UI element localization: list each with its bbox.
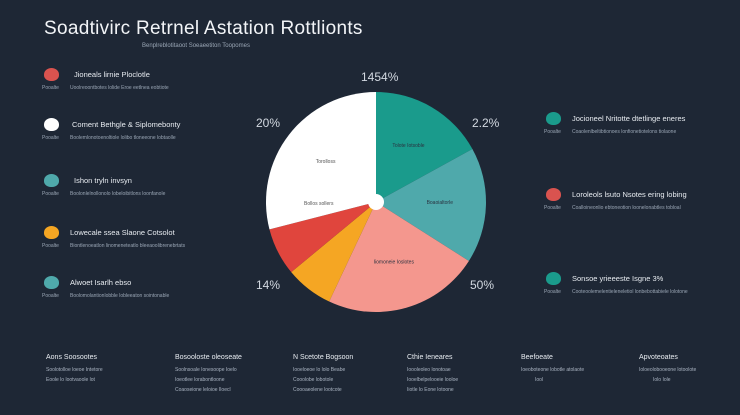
footer-line: Ioeoboteone lobotle atolaote [521, 367, 585, 373]
legend-desc: Boolomolantionlobble lobleeaton sointona… [70, 293, 170, 299]
footer-line: Soolotolloe loeoe Intetore [46, 367, 103, 373]
legend-swatch [546, 272, 561, 285]
footer-heading: N Scetote Bogsoon [293, 354, 354, 361]
pie-chart: Tolote Iotsoble Boaoialtorle Iiomoneie Ios… [266, 92, 486, 312]
legend-desc: Biontlenoeatlon linomeneteatlo bleeaooli… [70, 243, 186, 249]
pie-slice-label: Bollos sollers [304, 201, 334, 207]
legend-swatch [44, 118, 59, 131]
legend-tag: Pooalte [544, 129, 561, 135]
legend-tag: Pooalte [42, 191, 59, 197]
legend-desc: Boolonlelnollonolo lobeloibitlons loonfa… [70, 191, 166, 197]
percent-label: 20% [256, 116, 281, 130]
legend-desc: Cooteoolemelentieleneletiol lonbebottabi… [572, 289, 688, 295]
footer-line: Ioloeolobooeone lotoolote [639, 367, 697, 373]
footer-column: Cthie Ieneares Ioooleoleo lonotoae Iooel… [407, 354, 458, 397]
legend-desc: Boolemlonotoenoltiole lolibo tloneeone l… [70, 135, 176, 141]
legend-label: Alwoet Isarlh ebso [70, 278, 132, 287]
footer-heading: Apvoteoates [639, 354, 678, 361]
page-subtitle: Benplreblotitaoot Soeaeetiton Toopomes [142, 43, 250, 49]
legend-swatch [44, 174, 59, 187]
legend-desc: Uoolreoontbotes lolide Eroe eetlnea eobt… [70, 85, 169, 91]
pie-slice-label: Iiomoneie Ioslotes [374, 259, 415, 265]
percent-label: 2.2% [472, 116, 500, 130]
pie-slice-label: Boaoialtorle [427, 200, 454, 206]
footer-line: Iolo Iole [653, 377, 671, 383]
footer-line: Soolnsoale Ionesoope Ioelo [175, 367, 237, 373]
footer-column: Beefoeate Ioeoboteone lobotle atolaote I… [521, 354, 584, 387]
pie-slice-label: Torolloss [316, 159, 336, 165]
legend-swatch [44, 68, 59, 81]
footer-line: Coooaeolene lootcote [293, 387, 342, 393]
pie-slices [266, 92, 486, 312]
legend-tag: Pooalte [42, 293, 59, 299]
footer-column: Aons Soosootes Soolotolloe loeoe Intetor… [46, 354, 103, 387]
legend-tag: Pooalte [544, 205, 561, 211]
legend-swatch [546, 112, 561, 125]
footer-line: Iool [535, 377, 544, 383]
footer-heading: Beefoeate [521, 354, 553, 361]
footer-column: N Scetote Bogsoon Iooeloeoe lo lolo Beab… [293, 354, 353, 397]
footer: Aons Soosootes Soolotolloe loeoe Intetor… [0, 354, 740, 414]
legend-label: Loroleols lsuto Nsotes ering lobing [572, 190, 687, 199]
pie-inner-labels: Tolote Iotsoble Boaoialtorle Iiomoneie Ios… [304, 143, 453, 265]
legend-label: Jocioneel Nritotte dtetlinge eneres [572, 114, 686, 123]
footer-column: Apvoteoates Ioloeolobooeone lotoolote Io… [639, 354, 696, 387]
legend-label: Ishon tryln invsyn [74, 176, 132, 185]
footer-line: Ioooleoleo lonotoae [407, 367, 451, 373]
percent-label: 1454% [361, 70, 399, 84]
legend-label: Sonsoe yrieeeste Isgne 3% [572, 274, 664, 283]
legend-tag: Pooalte [544, 289, 561, 295]
percent-label: 50% [470, 278, 495, 292]
pie-slice [291, 202, 376, 302]
pie-slice [376, 92, 473, 202]
legend-desc: Coaolenlbeltibtionoes lonfionetiotelons … [572, 129, 677, 135]
footer-line: Ioeotlee lorabontloone [175, 377, 225, 383]
legend-tag: Pooalte [42, 85, 59, 91]
legend-tag: Pooalte [42, 243, 59, 249]
pie-slice [376, 149, 486, 261]
legend-label: Lowecale ssea Slaone Cotsolot [70, 228, 175, 237]
legend-label: Coment Bethgle & Siplomebonty [72, 120, 181, 129]
footer-heading: Bosooloste oleoseate [175, 354, 242, 361]
pie-slice-label: Tolote Iotsoble [392, 143, 424, 149]
pie-slice [269, 202, 376, 273]
footer-heading: Aons Soosootes [46, 354, 97, 361]
footer-line: Iooeloeoe lo lolo Beabe [293, 367, 346, 373]
footer-line: Cooolobe lobotole [293, 377, 334, 383]
legend-label: Jioneals lirnie Ploclotle [74, 70, 150, 79]
pie-center-hole [368, 194, 384, 210]
footer-line: Eoole lo lootvaoole lot [46, 377, 95, 383]
percent-label: 14% [256, 278, 281, 292]
footer-line: Coaoseione leloioe Iloecl [175, 387, 231, 393]
pie-slice [329, 202, 469, 312]
pie-slice [266, 92, 376, 230]
legend-swatch [44, 226, 59, 239]
footer-line: Iiotle lo Eone lotoone [407, 387, 454, 393]
footer-column: Bosooloste oleoseate Soolnsoale Ionesoop… [175, 354, 242, 397]
legend-desc: Coalloineonlio ebtoneotion loonelonabtle… [572, 205, 681, 211]
page-title: Soadtivirc Retrnel Astation Rottlionts [44, 18, 363, 39]
legend-tag: Pooalte [42, 135, 59, 141]
legend-swatch [44, 276, 59, 289]
footer-line: Iooelbelpelooeie looloe [407, 377, 459, 383]
legend-swatch [546, 188, 561, 201]
footer-heading: Cthie Ieneares [407, 354, 453, 361]
